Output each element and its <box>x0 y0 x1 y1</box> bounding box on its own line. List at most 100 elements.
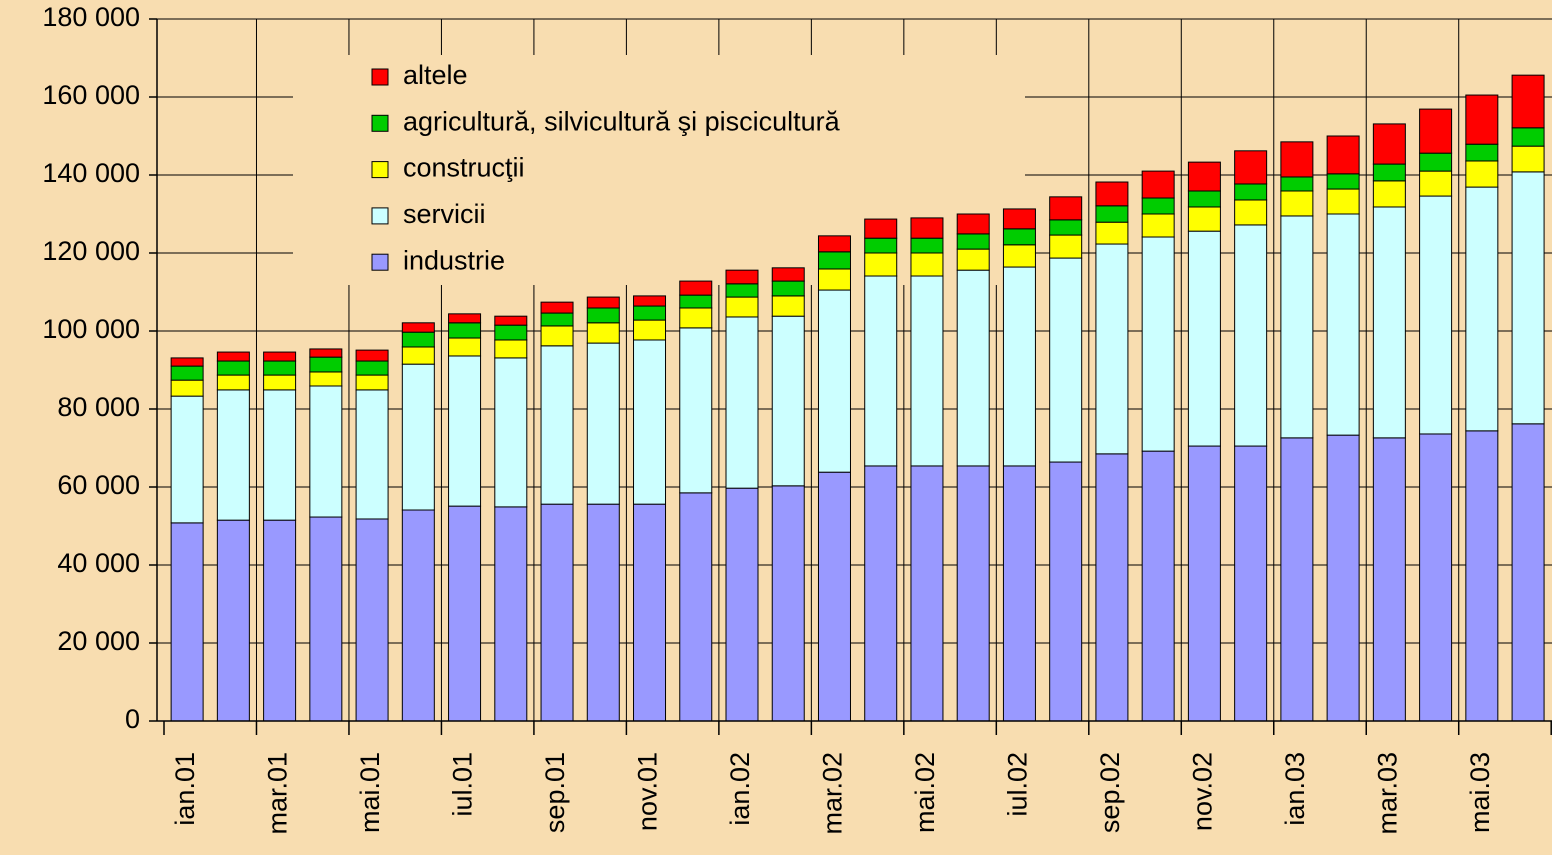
x-tick-label: ian.01 <box>170 752 200 826</box>
bar-segment <box>679 294 713 309</box>
bar-segment <box>1419 170 1453 197</box>
bar-segment <box>540 312 574 327</box>
x-tick-label: mar.02 <box>818 752 848 835</box>
bar-segment <box>725 296 759 318</box>
bar-segment <box>956 269 990 467</box>
bar-segment <box>1511 171 1545 425</box>
bar-segment <box>170 395 204 524</box>
bar-segment <box>309 356 343 373</box>
x-tick-label: ian.03 <box>1280 752 1310 826</box>
legend-label: altele <box>403 60 468 90</box>
bar-segment <box>817 471 851 722</box>
bar-segment <box>1049 234 1083 259</box>
x-tick-label: sep.02 <box>1095 752 1125 833</box>
bar-segment <box>263 374 297 391</box>
bar-segment <box>586 503 620 722</box>
bar-segment <box>494 339 528 359</box>
y-tick-label: 0 <box>125 704 140 734</box>
bar-segment <box>1049 219 1083 236</box>
bar-segment <box>1511 127 1545 147</box>
bar-segment <box>216 389 250 521</box>
bar-segment <box>771 267 805 282</box>
bar-segment <box>216 351 250 362</box>
bar-segment <box>633 319 667 341</box>
legend-label: construcţii <box>403 153 525 183</box>
bar-segment <box>1511 145 1545 173</box>
bar-segment <box>1187 206 1221 232</box>
bar-segment <box>1002 208 1036 230</box>
bar-segment <box>864 237 898 254</box>
legend-swatch <box>371 114 389 132</box>
y-tick-label: 120 000 <box>42 236 140 266</box>
bar-segment <box>494 324 528 341</box>
legend-swatch <box>371 161 389 179</box>
bar-segment <box>309 348 343 358</box>
bar-segment <box>725 269 759 285</box>
bar-segment <box>1280 176 1314 192</box>
bar-segment <box>448 313 482 324</box>
bar-segment <box>817 268 851 291</box>
bar-segment <box>679 307 713 329</box>
bar-segment <box>1187 230 1221 447</box>
bar-segment <box>1326 213 1360 436</box>
bar-segment <box>633 339 667 505</box>
bar-segment <box>1326 434 1360 722</box>
legend-swatch <box>371 253 389 271</box>
bar-segment <box>956 248 990 271</box>
bar-segment <box>725 283 759 298</box>
bar-segment <box>309 385 343 518</box>
bar-segment <box>1095 205 1129 223</box>
bar-segment <box>633 295 667 307</box>
x-tick-label: sep.01 <box>540 752 570 833</box>
bar-segment <box>1002 228 1036 246</box>
legend-background <box>293 55 1025 285</box>
bar-segment <box>1465 143 1499 162</box>
legend-label: servicii <box>403 199 486 229</box>
bar-segment <box>1095 453 1129 722</box>
bar-segment <box>448 322 482 339</box>
bar-segment <box>1326 173 1360 190</box>
bar-segment <box>540 345 574 505</box>
bar-segment <box>1465 186 1499 432</box>
bar-segment <box>263 389 297 521</box>
legend-label: agricultură, silvicultură şi piscicultur… <box>403 106 841 136</box>
bar-segment <box>910 275 944 467</box>
bar-segment <box>1419 152 1453 172</box>
bar-segment <box>864 275 898 467</box>
bar-segment <box>1049 257 1083 463</box>
bar-segment <box>216 374 250 391</box>
x-tick-label: ian.02 <box>725 752 755 826</box>
bar-segment <box>1419 433 1453 722</box>
x-tick-label: iul.02 <box>1003 752 1033 817</box>
bar-segment <box>817 235 851 253</box>
bar-segment <box>1372 163 1406 182</box>
bar-segment <box>401 363 435 511</box>
bar-segment <box>448 337 482 357</box>
legend-label: industrie <box>403 245 505 275</box>
bar-segment <box>1280 437 1314 722</box>
bar-segment <box>1141 197 1175 215</box>
bar-segment <box>355 518 389 722</box>
bar-segment <box>401 509 435 722</box>
bar-segment <box>355 374 389 391</box>
bar-segment <box>1372 180 1406 208</box>
x-tick-label: mar.01 <box>263 752 293 835</box>
bar-segment <box>1465 94 1499 145</box>
bar-segment <box>956 213 990 235</box>
bar-segment <box>771 280 805 297</box>
bar-segment <box>1234 199 1268 226</box>
bar-segment <box>956 233 990 250</box>
x-tick-label: mai.03 <box>1465 752 1495 833</box>
bar-segment <box>494 315 528 326</box>
y-tick-label: 20 000 <box>57 626 140 656</box>
bar-segment <box>1372 206 1406 439</box>
bar-segment <box>401 331 435 348</box>
bar-segment <box>263 519 297 722</box>
legend-swatch <box>371 207 389 225</box>
bar-segment <box>309 516 343 722</box>
bar-segment <box>170 357 204 367</box>
bar-segment <box>1002 465 1036 722</box>
x-tick-label: nov.02 <box>1188 752 1218 831</box>
bar-segment <box>1280 190 1314 217</box>
bar-segment <box>494 357 528 508</box>
